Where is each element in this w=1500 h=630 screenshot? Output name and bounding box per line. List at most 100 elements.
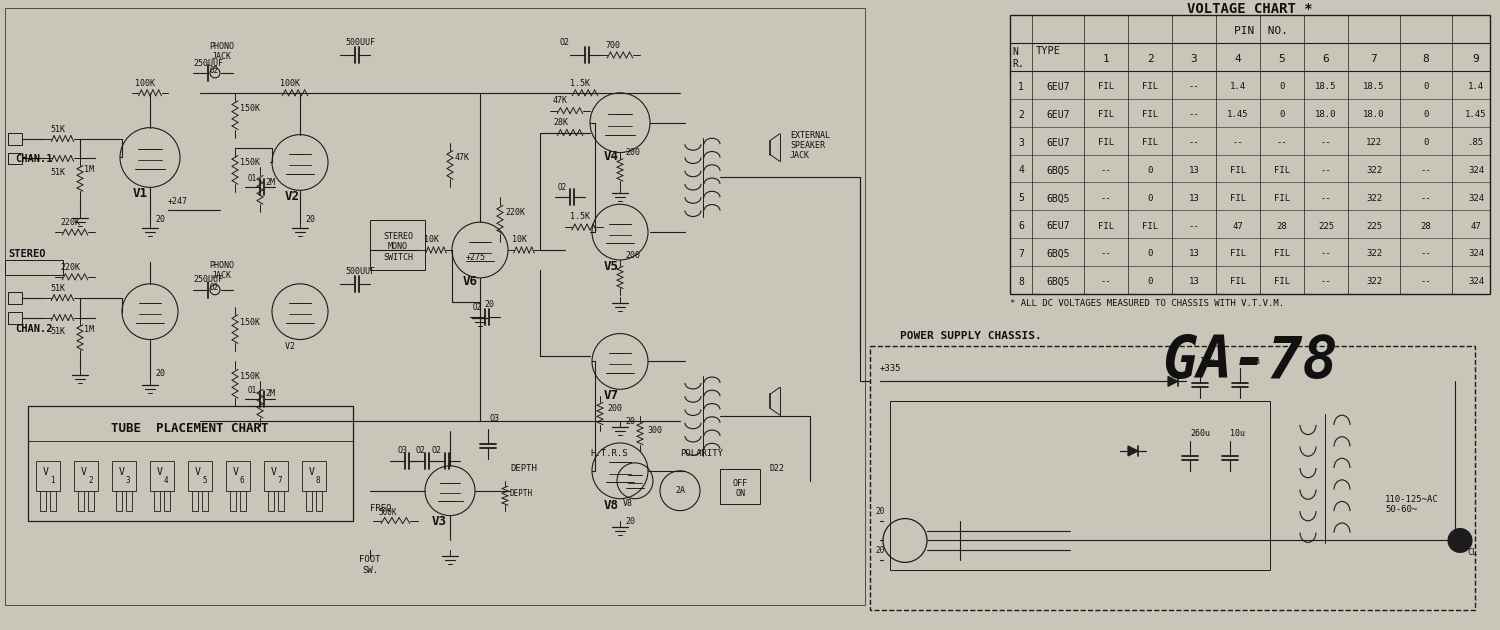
Text: V: V bbox=[158, 467, 164, 477]
Text: FIL: FIL bbox=[1274, 194, 1290, 203]
Text: FIL: FIL bbox=[1230, 277, 1246, 286]
Text: CHAN.2: CHAN.2 bbox=[15, 324, 52, 333]
Text: 51K: 51K bbox=[50, 326, 64, 336]
Text: 1M: 1M bbox=[84, 324, 94, 333]
Text: 1M: 1M bbox=[84, 166, 94, 175]
Text: 20: 20 bbox=[304, 215, 315, 224]
Text: 324: 324 bbox=[1468, 249, 1484, 258]
Text: 6EU7: 6EU7 bbox=[1047, 221, 1070, 231]
Text: 324: 324 bbox=[1468, 277, 1484, 286]
Text: --: -- bbox=[1420, 194, 1431, 203]
Text: DEPTH: DEPTH bbox=[510, 464, 537, 473]
Text: H.T.R.S: H.T.R.S bbox=[590, 449, 627, 458]
Text: 7: 7 bbox=[1371, 54, 1377, 64]
Text: FIL: FIL bbox=[1098, 138, 1114, 147]
Text: 1.45: 1.45 bbox=[1227, 110, 1248, 119]
Text: +335: +335 bbox=[880, 364, 902, 374]
Text: 13: 13 bbox=[1188, 194, 1200, 203]
Text: 13: 13 bbox=[1188, 166, 1200, 175]
Text: --: -- bbox=[1276, 138, 1287, 147]
Text: 5: 5 bbox=[1278, 54, 1286, 64]
Text: 700: 700 bbox=[604, 41, 619, 50]
Text: --: -- bbox=[1320, 277, 1332, 286]
Text: --: -- bbox=[1101, 277, 1112, 286]
Text: 250UUF: 250UUF bbox=[194, 59, 224, 68]
Text: 1: 1 bbox=[1019, 82, 1025, 92]
Bar bbox=[188, 461, 211, 491]
Text: O3: O3 bbox=[398, 446, 408, 455]
Bar bbox=[4, 260, 63, 275]
Text: 225: 225 bbox=[1318, 222, 1334, 231]
Text: 51K: 51K bbox=[50, 284, 64, 293]
Text: 20: 20 bbox=[484, 300, 494, 309]
Text: FIL: FIL bbox=[1142, 110, 1158, 119]
Text: V: V bbox=[232, 467, 238, 477]
Text: PHONO
JACK: PHONO JACK bbox=[210, 261, 234, 280]
Text: 150K: 150K bbox=[240, 372, 260, 381]
Text: 2: 2 bbox=[1019, 110, 1025, 120]
Bar bbox=[370, 220, 424, 270]
Text: 47K: 47K bbox=[454, 154, 470, 163]
Text: O2: O2 bbox=[416, 446, 424, 455]
Text: 500K: 500K bbox=[378, 508, 396, 517]
Text: 322: 322 bbox=[1366, 194, 1382, 203]
Text: 47: 47 bbox=[1233, 222, 1244, 231]
Bar bbox=[890, 401, 1270, 570]
Text: FIL: FIL bbox=[1098, 222, 1114, 231]
Text: FIL: FIL bbox=[1142, 83, 1158, 91]
Text: 8: 8 bbox=[1019, 277, 1025, 287]
Text: 0: 0 bbox=[1424, 83, 1428, 91]
Text: CL: CL bbox=[1467, 548, 1478, 558]
Text: 0: 0 bbox=[1280, 83, 1284, 91]
Bar bbox=[8, 133, 22, 144]
Text: 10K: 10K bbox=[512, 235, 526, 244]
Text: PIN  NO.: PIN NO. bbox=[1234, 26, 1288, 36]
Text: POWER SUPPLY CHASSIS.: POWER SUPPLY CHASSIS. bbox=[900, 331, 1041, 341]
Text: O2: O2 bbox=[558, 183, 567, 192]
Text: V8: V8 bbox=[622, 499, 633, 508]
Text: 6: 6 bbox=[240, 476, 244, 485]
Text: --: -- bbox=[1101, 166, 1112, 175]
Text: 10u: 10u bbox=[1230, 429, 1245, 438]
Text: 7: 7 bbox=[278, 476, 282, 485]
Text: --: -- bbox=[1320, 166, 1332, 175]
Text: 0: 0 bbox=[1148, 249, 1152, 258]
Text: 500UUF: 500UUF bbox=[345, 38, 375, 47]
Text: OFF
ON: OFF ON bbox=[732, 479, 747, 498]
Text: VOLTAGE CHART *: VOLTAGE CHART * bbox=[1186, 3, 1312, 16]
Text: TYPE: TYPE bbox=[1036, 46, 1060, 56]
Text: V: V bbox=[309, 467, 315, 477]
Text: 322: 322 bbox=[1366, 166, 1382, 175]
Text: 250u: 250u bbox=[1240, 357, 1260, 367]
Text: 6EU7: 6EU7 bbox=[1047, 137, 1070, 147]
Text: 250UUF: 250UUF bbox=[194, 275, 224, 284]
Text: D22: D22 bbox=[770, 464, 784, 473]
Bar bbox=[4, 8, 865, 605]
Text: 6BQ5: 6BQ5 bbox=[1047, 249, 1070, 259]
Text: +247: +247 bbox=[168, 197, 188, 206]
Text: --: -- bbox=[1420, 277, 1431, 286]
Text: V: V bbox=[272, 467, 278, 477]
Text: FIL: FIL bbox=[1230, 194, 1246, 203]
Text: O2: O2 bbox=[432, 446, 442, 455]
Text: FIL: FIL bbox=[1274, 249, 1290, 258]
Text: 6EU7: 6EU7 bbox=[1047, 110, 1070, 120]
Text: 2M: 2M bbox=[266, 389, 274, 398]
Bar bbox=[150, 461, 174, 491]
Text: 0: 0 bbox=[1280, 110, 1284, 119]
Text: 2: 2 bbox=[1146, 54, 1154, 64]
Text: 8: 8 bbox=[1422, 54, 1430, 64]
Text: EXTERNAL
SPEAKER
JACK: EXTERNAL SPEAKER JACK bbox=[790, 130, 830, 161]
Text: FREQ: FREQ bbox=[370, 503, 392, 513]
Text: V3: V3 bbox=[432, 515, 447, 527]
Text: 28K: 28K bbox=[554, 118, 568, 127]
Text: 13: 13 bbox=[1188, 249, 1200, 258]
Text: 0: 0 bbox=[1148, 277, 1152, 286]
Text: 500UUF: 500UUF bbox=[345, 267, 375, 276]
Text: FIL: FIL bbox=[1098, 83, 1114, 91]
Text: O2: O2 bbox=[210, 66, 219, 75]
Text: 220K: 220K bbox=[60, 263, 80, 272]
Text: 18.0: 18.0 bbox=[1316, 110, 1336, 119]
Text: FIL: FIL bbox=[1142, 138, 1158, 147]
Text: O1: O1 bbox=[248, 175, 258, 183]
